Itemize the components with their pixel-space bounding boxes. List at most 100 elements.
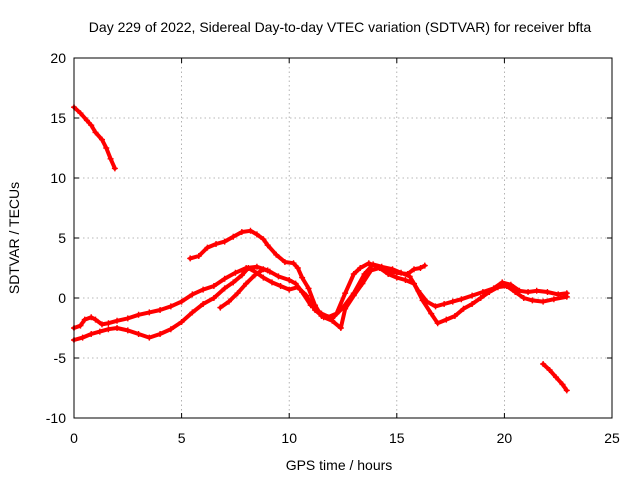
y-tick-label: 15 xyxy=(50,110,66,126)
data-point xyxy=(281,259,288,265)
data-point xyxy=(525,289,532,295)
data-point xyxy=(305,285,312,292)
series-trace xyxy=(72,266,569,342)
data-point xyxy=(167,303,174,310)
data-point xyxy=(494,284,501,291)
data-point xyxy=(294,284,301,291)
data-point xyxy=(88,314,95,321)
y-tick-label: 5 xyxy=(58,230,66,246)
data-point xyxy=(213,241,220,247)
data-point xyxy=(277,283,284,289)
data-point xyxy=(234,290,241,297)
data-point xyxy=(264,242,271,249)
data-point xyxy=(260,236,267,243)
data-point xyxy=(350,271,357,277)
data-point xyxy=(253,231,260,238)
data-point xyxy=(365,260,372,267)
data-point xyxy=(81,316,88,323)
data-point xyxy=(469,301,476,307)
data-point xyxy=(441,301,448,307)
data-point xyxy=(533,287,540,294)
data-point xyxy=(189,309,196,316)
data-point xyxy=(342,290,349,297)
data-series xyxy=(71,104,570,394)
data-point xyxy=(559,381,566,388)
x-tick-label: 20 xyxy=(497,430,513,446)
data-point xyxy=(460,305,467,312)
data-point xyxy=(370,261,377,268)
data-point xyxy=(92,316,99,323)
series-segment-midday xyxy=(217,266,273,311)
data-point xyxy=(411,266,418,273)
data-point xyxy=(247,227,254,234)
data-point xyxy=(260,274,267,281)
data-point xyxy=(398,269,405,276)
data-point xyxy=(299,274,306,281)
data-point xyxy=(292,280,299,287)
data-point xyxy=(477,295,484,301)
data-point xyxy=(238,272,245,279)
data-point xyxy=(389,266,396,273)
chart-title: Day 229 of 2022, Sidereal Day-to-day VTE… xyxy=(89,19,592,35)
series-arc-early-high xyxy=(71,104,118,172)
y-tick-label: 20 xyxy=(50,50,66,66)
data-point xyxy=(357,265,364,271)
data-point xyxy=(402,277,409,283)
data-point xyxy=(376,265,383,271)
data-point xyxy=(204,244,211,251)
data-point xyxy=(114,317,121,324)
data-point xyxy=(146,309,153,316)
data-point xyxy=(114,325,121,331)
data-point xyxy=(350,292,357,299)
data-point xyxy=(105,320,112,327)
data-point xyxy=(520,295,527,301)
data-point xyxy=(411,280,418,287)
data-point xyxy=(195,253,202,259)
series-band-middle xyxy=(71,261,570,331)
data-point xyxy=(157,307,164,313)
x-tick-label: 5 xyxy=(178,430,186,446)
data-point xyxy=(210,295,217,301)
grid-lines xyxy=(74,58,612,418)
x-tick-label: 25 xyxy=(604,430,620,446)
data-point xyxy=(135,331,142,337)
data-point xyxy=(178,298,185,305)
data-point xyxy=(512,289,519,295)
data-point xyxy=(88,331,95,337)
data-point xyxy=(221,238,228,245)
data-point xyxy=(540,361,547,367)
data-point xyxy=(232,269,239,276)
data-point xyxy=(230,279,237,286)
axis-ticks: 0 5 10 15 20 25 -10 -5 0 5 10 15 20 xyxy=(46,50,620,446)
data-point xyxy=(83,117,90,124)
data-point xyxy=(266,268,273,275)
data-point xyxy=(98,136,105,143)
data-point xyxy=(428,310,435,317)
data-point xyxy=(546,367,553,373)
data-point xyxy=(111,165,118,172)
data-point xyxy=(225,298,232,305)
data-point xyxy=(92,129,99,136)
data-point xyxy=(451,313,458,319)
data-point xyxy=(421,262,428,269)
data-point xyxy=(290,260,297,267)
y-tick-label: -10 xyxy=(46,410,66,426)
data-point xyxy=(251,272,258,279)
data-point xyxy=(329,317,336,324)
data-point xyxy=(124,315,131,322)
data-point xyxy=(434,320,441,327)
data-point xyxy=(245,265,252,271)
data-point xyxy=(486,289,493,295)
data-point xyxy=(499,279,506,286)
x-axis-label: GPS time / hours xyxy=(286,457,393,473)
x-tick-label: 15 xyxy=(389,430,405,446)
data-point xyxy=(167,326,174,333)
data-point xyxy=(458,296,465,303)
data-point xyxy=(303,292,310,299)
data-point xyxy=(529,297,536,304)
data-point xyxy=(367,267,374,274)
data-point xyxy=(103,145,110,151)
data-point xyxy=(221,285,228,292)
data-point xyxy=(200,301,207,307)
